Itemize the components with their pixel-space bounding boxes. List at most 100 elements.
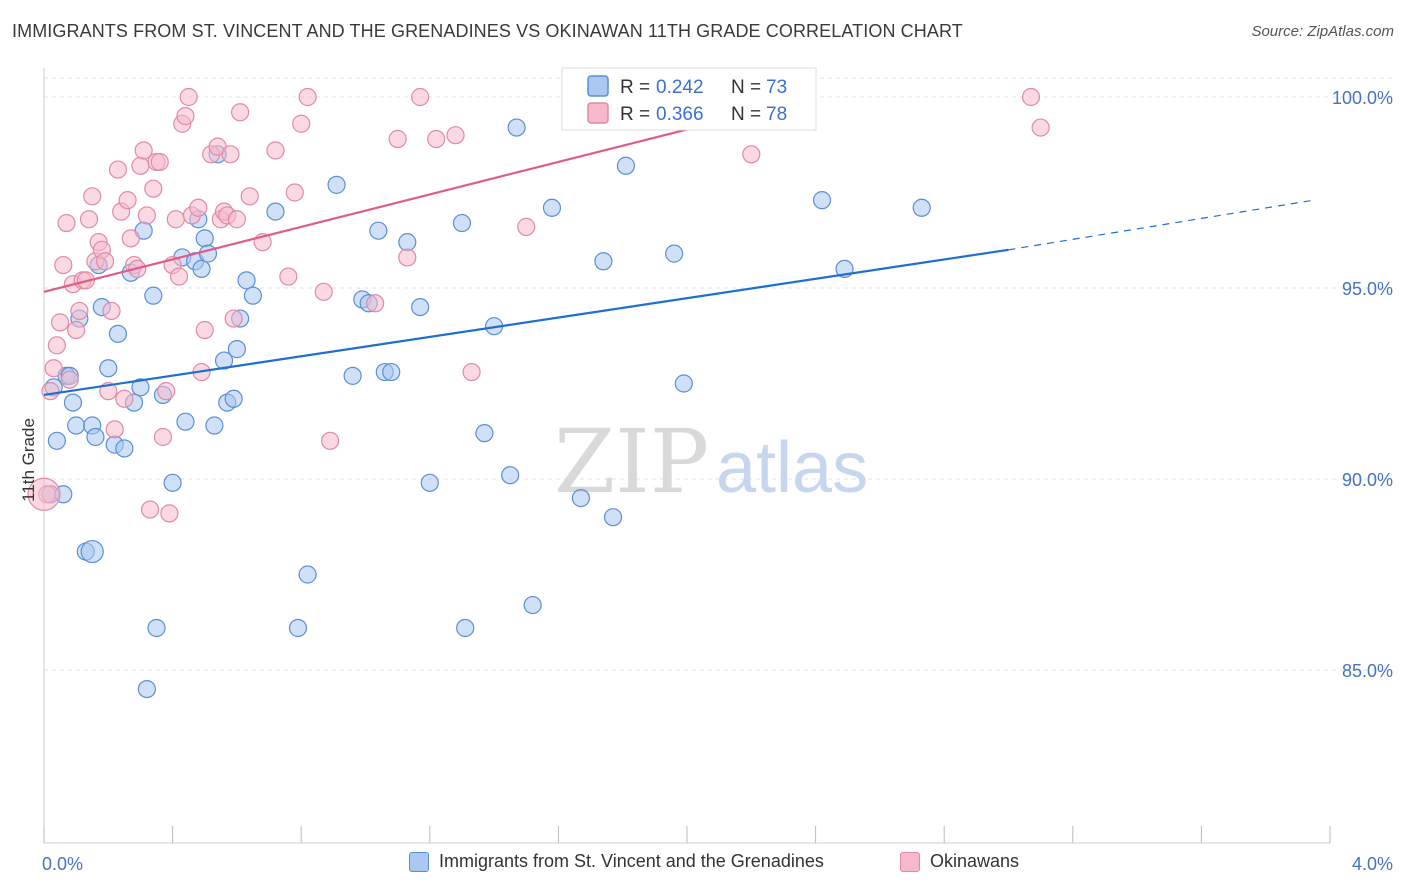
point-okinawans <box>27 477 61 511</box>
point-immigrants <box>99 359 118 378</box>
watermark: ZIP atlas <box>554 410 868 513</box>
point-immigrants <box>616 156 636 175</box>
point-okinawans <box>95 252 115 271</box>
legend-n-label-1: N = <box>731 77 761 98</box>
point-immigrants <box>288 618 308 638</box>
point-immigrants <box>137 679 156 699</box>
point-immigrants <box>144 286 163 305</box>
point-okinawans <box>179 87 198 107</box>
point-immigrants <box>674 374 693 393</box>
point-okinawans <box>227 210 246 229</box>
y-tick-label: 95.0% <box>1342 279 1393 299</box>
point-immigrants <box>507 118 526 137</box>
point-okinawans <box>240 187 259 206</box>
point-okinawans <box>221 145 240 164</box>
legend-item-okinawans: Okinawans <box>900 851 1019 872</box>
point-immigrants <box>475 424 494 443</box>
point-okinawans <box>166 210 185 229</box>
point-immigrants <box>665 244 684 263</box>
point-immigrants <box>327 175 346 194</box>
data-points <box>27 87 1050 699</box>
point-okinawans <box>292 114 311 133</box>
point-immigrants <box>115 439 134 458</box>
point-immigrants <box>195 229 214 248</box>
point-okinawans <box>195 320 214 340</box>
point-okinawans <box>1021 87 1041 107</box>
y-axis-label: 11th Grade <box>19 418 38 502</box>
point-immigrants <box>176 412 195 431</box>
bottom-legend: Immigrants from St. Vincent and the Gren… <box>0 851 1406 879</box>
point-immigrants <box>108 324 128 343</box>
point-okinawans <box>54 255 73 275</box>
legend-box: R = 0.242 N = 73 R = 0.366 N = 78 <box>561 67 817 131</box>
source-label: Source: ZipAtlas.com <box>1251 23 1394 40</box>
point-okinawans <box>134 141 153 160</box>
point-okinawans <box>150 152 169 172</box>
point-immigrants <box>214 351 234 370</box>
point-immigrants <box>131 378 150 397</box>
point-immigrants <box>163 473 182 492</box>
legend-swatch-immigrants <box>409 851 429 872</box>
point-immigrants <box>237 271 256 290</box>
point-okinawans <box>298 87 317 107</box>
point-immigrants <box>63 393 83 412</box>
point-okinawans <box>517 217 536 236</box>
point-okinawans <box>398 248 417 267</box>
point-immigrants <box>80 539 104 564</box>
x-tick-label: 0.0% <box>42 854 83 874</box>
point-okinawans <box>108 160 128 179</box>
point-okinawans <box>1031 118 1050 137</box>
point-immigrants <box>812 191 832 210</box>
x-tick-label: 4.0% <box>1352 854 1393 874</box>
legend-n-value-1: 73 <box>766 77 787 98</box>
point-immigrants <box>298 565 317 584</box>
point-immigrants <box>542 198 562 217</box>
point-okinawans <box>388 129 407 149</box>
x-tick-labels: 0.0% 4.0% <box>42 854 1393 874</box>
point-okinawans <box>446 126 465 145</box>
point-okinawans <box>321 431 340 450</box>
point-okinawans <box>140 500 160 519</box>
legend-n-value-2: 78 <box>766 104 787 125</box>
point-okinawans <box>160 504 179 523</box>
point-immigrants <box>912 198 931 217</box>
point-immigrants <box>266 202 285 221</box>
point-okinawans <box>411 87 430 107</box>
point-immigrants <box>501 466 520 485</box>
point-okinawans <box>462 362 481 382</box>
point-immigrants <box>243 286 263 305</box>
point-immigrants <box>594 252 613 271</box>
point-okinawans <box>189 198 208 217</box>
point-immigrants <box>86 427 105 447</box>
point-immigrants <box>456 618 475 638</box>
point-okinawans <box>169 267 189 286</box>
point-immigrants <box>603 508 623 527</box>
point-immigrants <box>452 213 472 233</box>
point-immigrants <box>420 473 439 492</box>
point-okinawans <box>118 191 137 210</box>
point-okinawans <box>131 156 150 175</box>
point-okinawans <box>105 420 124 439</box>
point-okinawans <box>224 309 243 328</box>
trend-line-immigrants-extension <box>1008 199 1315 251</box>
point-okinawans <box>157 382 176 401</box>
point-okinawans <box>102 301 121 321</box>
legend-r-label-1: R = <box>620 77 650 98</box>
legend-swatch-pink <box>587 102 609 124</box>
point-okinawans <box>144 179 163 198</box>
point-immigrants <box>343 366 362 385</box>
point-okinawans <box>115 389 134 408</box>
legend-r-label-2: R = <box>620 104 650 125</box>
point-okinawans <box>279 267 298 286</box>
point-okinawans <box>60 370 79 389</box>
point-immigrants <box>571 489 591 508</box>
legend-r-value-1: 0.242 <box>656 77 704 98</box>
y-tick-label: 90.0% <box>1342 470 1393 490</box>
point-immigrants <box>192 259 211 278</box>
point-immigrants <box>67 416 86 435</box>
point-immigrants <box>369 221 388 240</box>
point-okinawans <box>153 427 173 447</box>
point-immigrants <box>227 340 246 359</box>
point-okinawans <box>285 183 304 202</box>
point-okinawans <box>41 382 60 401</box>
